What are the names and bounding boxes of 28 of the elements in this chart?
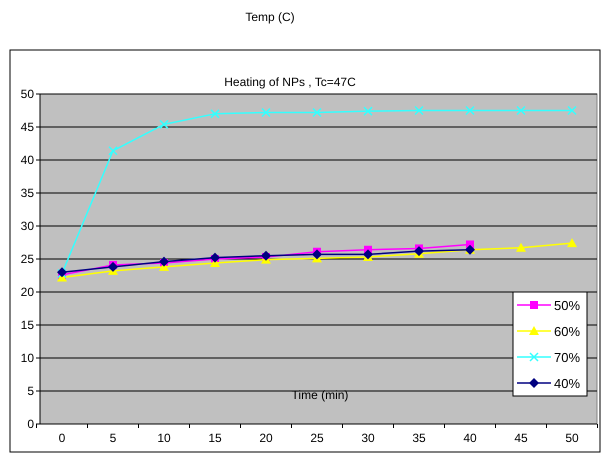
y-tick-label: 20 xyxy=(20,285,34,299)
y-tick-label: 15 xyxy=(20,318,34,332)
y-tick-label: 40 xyxy=(20,153,34,167)
y-tick-label: 50 xyxy=(20,87,34,101)
chart-title: Heating of NPs , Tc=47C xyxy=(224,75,356,89)
x-tick-label: 35 xyxy=(412,431,426,445)
legend-label: 40% xyxy=(554,376,580,391)
legend-label: 70% xyxy=(554,350,580,365)
y-tick-label: 5 xyxy=(27,384,34,398)
legend-label: 50% xyxy=(554,298,580,313)
y-tick-label: 25 xyxy=(20,252,34,266)
x-tick-label: 15 xyxy=(208,431,222,445)
legend-label: 60% xyxy=(554,324,580,339)
x-tick-label: 5 xyxy=(110,431,117,445)
y-tick-label: 35 xyxy=(20,186,34,200)
x-tick-label: 50 xyxy=(565,431,579,445)
x-tick-label: 10 xyxy=(157,431,171,445)
y-tick-label: 0 xyxy=(27,417,34,431)
x-tick-label: 45 xyxy=(514,431,528,445)
y-tick-label: 10 xyxy=(20,351,34,365)
x-tick-label: 25 xyxy=(310,431,324,445)
x-tick-label: 40 xyxy=(463,431,477,445)
x-tick-label: 20 xyxy=(259,431,273,445)
x-tick-label: 30 xyxy=(361,431,375,445)
text: Temp (C) xyxy=(245,10,295,24)
x-tick-label: 0 xyxy=(58,431,66,445)
y-tick-label: 45 xyxy=(20,120,34,134)
y-tick-label: 30 xyxy=(20,219,34,233)
